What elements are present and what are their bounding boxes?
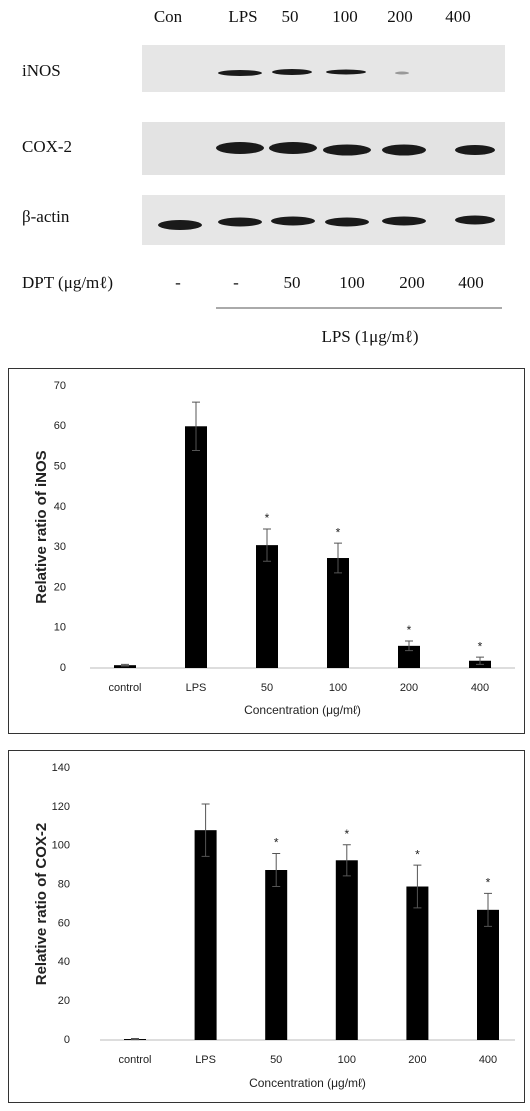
bar (265, 870, 287, 1040)
x-tick-label: control (118, 1054, 151, 1066)
x-axis-label: Concentration (μg/mℓ) (249, 1076, 366, 1090)
band (269, 142, 317, 154)
significance-mark: * (265, 511, 270, 525)
y-tick-label: 80 (58, 878, 70, 890)
band (323, 145, 371, 156)
treatment-value: 50 (284, 273, 301, 292)
band (272, 69, 312, 75)
y-tick-label: 10 (54, 622, 66, 634)
row-label: β-actin (22, 207, 70, 226)
significance-mark: * (415, 847, 420, 861)
treatment-value: 200 (399, 273, 425, 292)
y-tick-label: 30 (54, 541, 66, 553)
x-tick-label: LPS (195, 1054, 216, 1066)
lps-label: LPS (1μg/mℓ) (321, 327, 418, 346)
y-tick-label: 60 (54, 420, 66, 432)
x-tick-label: 50 (270, 1054, 282, 1066)
x-tick-label: LPS (186, 682, 207, 694)
bar (406, 887, 428, 1040)
band (218, 218, 262, 227)
bar (477, 910, 499, 1040)
bar (327, 558, 349, 668)
y-tick-label: 40 (58, 956, 70, 968)
lane-label: LPS (228, 7, 257, 26)
y-tick-label: 100 (52, 840, 70, 852)
significance-mark: * (486, 875, 491, 889)
y-tick-label: 60 (58, 917, 70, 929)
bar (256, 545, 278, 668)
x-tick-label: 100 (329, 682, 347, 694)
x-tick-label: 100 (338, 1054, 356, 1066)
lane-label: 400 (445, 7, 471, 26)
band (325, 218, 369, 227)
band (216, 142, 264, 154)
x-tick-label: 200 (408, 1054, 426, 1066)
band (382, 145, 426, 156)
blot-strip (142, 45, 505, 92)
bar (185, 426, 207, 668)
y-tick-label: 20 (54, 581, 66, 593)
y-tick-label: 40 (54, 501, 66, 513)
y-axis-label: Relative ratio of COX-2 (33, 823, 50, 986)
x-tick-label: control (108, 682, 141, 694)
x-tick-label: 400 (479, 1054, 497, 1066)
treatment-value: 100 (339, 273, 365, 292)
y-tick-label: 50 (54, 460, 66, 472)
treatment-label: DPT (μg/mℓ) (22, 273, 113, 292)
y-tick-label: 20 (58, 995, 70, 1007)
x-tick-label: 200 (400, 682, 418, 694)
x-tick-label: 400 (471, 682, 489, 694)
bar (336, 860, 358, 1040)
row-label: iNOS (22, 61, 61, 80)
lane-label: Con (154, 7, 183, 26)
x-axis-label: Concentration (μg/mℓ) (244, 703, 361, 717)
significance-mark: * (478, 639, 483, 653)
y-axis-label: Relative ratio of iNOS (33, 450, 50, 603)
significance-mark: * (274, 836, 279, 850)
treatment-value: - (175, 273, 181, 292)
lane-label: 100 (332, 7, 358, 26)
figure: LPS (1μg/mℓ) DPT (μg/mℓ) ConLPS501002004… (0, 0, 530, 1111)
treatment-value: 400 (458, 273, 484, 292)
band (158, 220, 202, 230)
row-label: COX-2 (22, 137, 72, 156)
significance-mark: * (344, 827, 349, 841)
lane-label: 200 (387, 7, 413, 26)
y-tick-label: 120 (52, 801, 70, 813)
y-tick-label: 0 (64, 1034, 70, 1046)
band (455, 145, 495, 155)
band (455, 216, 495, 225)
lane-label: 50 (282, 7, 299, 26)
y-tick-label: 0 (60, 662, 66, 674)
significance-mark: * (407, 623, 412, 637)
band (218, 70, 262, 76)
bar (195, 830, 217, 1040)
blot-strip (142, 195, 505, 245)
x-tick-label: 50 (261, 682, 273, 694)
significance-mark: * (336, 525, 341, 539)
y-tick-label: 70 (54, 380, 66, 392)
treatment-value: - (233, 273, 239, 292)
band (271, 217, 315, 226)
band (395, 72, 409, 75)
band (326, 70, 366, 75)
band (382, 217, 426, 226)
y-tick-label: 140 (52, 762, 70, 774)
blot-strip (142, 122, 505, 175)
